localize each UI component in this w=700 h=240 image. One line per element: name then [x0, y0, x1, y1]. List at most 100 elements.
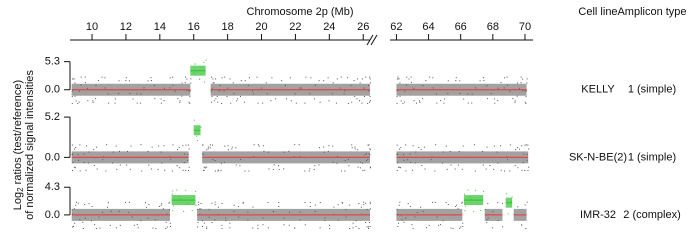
segment-speck — [221, 203, 223, 205]
segment-speck — [400, 167, 402, 169]
segment-speck — [318, 80, 320, 82]
segment-speck — [143, 87, 145, 89]
segment-speck — [288, 211, 290, 213]
segment-speck — [363, 95, 365, 97]
segment-speck — [115, 227, 117, 229]
segment-speck — [469, 195, 471, 197]
segment-speck — [339, 87, 341, 89]
segment-speck — [352, 227, 354, 229]
segment-speck — [524, 144, 526, 146]
column-header: Amplicon type — [617, 6, 686, 18]
segment-speck — [211, 202, 213, 204]
segment-speck — [327, 77, 329, 79]
segment-speck — [221, 102, 223, 104]
segment-speck — [520, 82, 522, 84]
segment-speck — [72, 90, 74, 92]
segment-speck — [183, 210, 185, 212]
segment-speck — [237, 98, 239, 100]
segment-speck — [145, 202, 147, 204]
segment-speck — [193, 119, 195, 121]
segment-speck — [101, 76, 103, 78]
segment-speck — [467, 102, 469, 104]
segment-speck — [526, 154, 528, 156]
segment-speck — [362, 170, 364, 172]
segment-speck — [212, 82, 214, 84]
segment-speck — [403, 154, 405, 156]
segment-speck — [79, 170, 81, 172]
segment-speck — [275, 98, 277, 100]
segment-speck — [239, 165, 241, 167]
segment-speck — [248, 170, 250, 172]
segment-speck — [319, 147, 321, 149]
segment-speck — [92, 100, 94, 102]
segment-speck — [462, 225, 464, 227]
segment-speck — [414, 216, 416, 218]
segment-speck — [177, 149, 179, 151]
segment-speck — [506, 84, 508, 86]
segment — [484, 202, 504, 229]
segment-speck — [74, 95, 76, 97]
segment-speck — [304, 201, 306, 203]
segment-speck — [366, 209, 368, 211]
segment-speck — [202, 154, 204, 156]
segment-speck — [262, 224, 264, 226]
segment-speck — [396, 102, 398, 104]
segment-speck — [283, 151, 285, 153]
segment-speck — [519, 148, 521, 150]
segment-speck — [235, 147, 237, 149]
segment-speck — [186, 90, 188, 92]
segment-speck — [136, 93, 138, 95]
segment-speck — [310, 77, 312, 79]
segment-speck — [115, 145, 117, 147]
segment-speck — [75, 204, 77, 206]
segment-speck — [368, 144, 370, 146]
segment-speck — [341, 201, 343, 203]
segment-speck — [261, 87, 263, 89]
segment-speck — [459, 227, 461, 229]
segment-speck — [202, 153, 204, 155]
segment-speck — [440, 224, 442, 226]
segment-speck — [200, 126, 202, 128]
segment-speck — [169, 87, 171, 89]
segment-speck — [262, 102, 264, 104]
segment-speck — [265, 82, 267, 84]
segment-speck — [114, 102, 116, 104]
segment-speck — [74, 167, 76, 169]
segment-speck — [224, 145, 226, 147]
segment-speck — [467, 93, 469, 95]
segment-speck — [435, 144, 437, 146]
segment-speck — [497, 87, 499, 89]
segment-speck — [493, 168, 495, 170]
x-tick-label: 66 — [455, 21, 467, 33]
segment-speck — [399, 201, 401, 203]
segment-speck — [336, 156, 338, 158]
segment-speck — [412, 228, 414, 230]
segment-speck — [199, 78, 201, 80]
segment-speck — [221, 77, 223, 79]
segment-speck — [82, 227, 84, 229]
segment-speck — [332, 82, 334, 84]
y-tick-label: 5.3 — [45, 56, 60, 68]
segment-speck — [278, 165, 280, 167]
segment-speck — [406, 84, 408, 86]
segment-speck — [487, 98, 489, 100]
segment-speck — [196, 140, 198, 142]
x-tick-label: 10 — [86, 21, 98, 33]
segment-speck — [206, 149, 208, 151]
segment-speck — [410, 82, 412, 84]
segment-speck — [454, 168, 456, 170]
segment-speck — [185, 203, 187, 205]
segment-speck — [102, 211, 104, 213]
segment-speck — [198, 204, 200, 206]
segment-speck — [182, 145, 184, 147]
segment-speck — [517, 206, 519, 208]
segment-speck — [86, 145, 88, 147]
segment-speck — [71, 96, 73, 98]
segment-speck — [221, 224, 223, 226]
segment-speck — [464, 210, 466, 212]
segment-speck — [209, 147, 211, 149]
segment-speck — [225, 217, 227, 219]
segment-speck — [443, 98, 445, 100]
segment-speck — [95, 228, 97, 230]
segment-speck — [514, 101, 516, 103]
